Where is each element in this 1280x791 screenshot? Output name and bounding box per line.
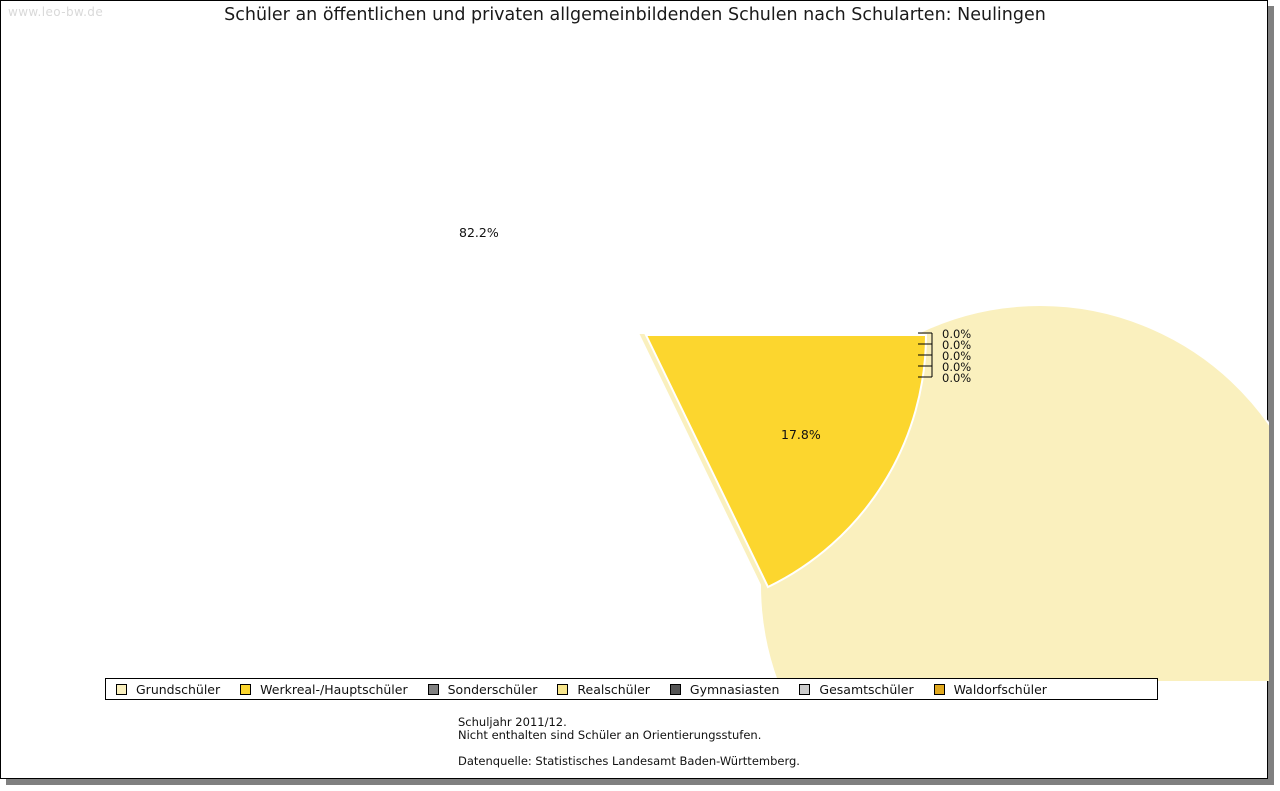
legend-swatch-icon xyxy=(933,683,945,695)
legend-item-gesamtschueler[interactable]: Gesamtschüler xyxy=(789,682,923,697)
footnote-school-year: Schuljahr 2011/12. xyxy=(458,715,567,729)
legend-item-gymnasiasten[interactable]: Gymnasiasten xyxy=(660,682,790,697)
zero-value-leader-lines xyxy=(918,332,933,378)
watermark-leo-bw: www.leo-bw.de xyxy=(8,5,104,19)
legend-item-werkreal-hauptschueler[interactable]: Werkreal-/Hauptschüler xyxy=(230,682,417,697)
pie-label-zero-5: 0.0% xyxy=(942,371,972,385)
pie-label-zero-4: 0.0% xyxy=(942,360,972,374)
legend-label: Realschüler xyxy=(577,681,650,697)
pie-chart-svg xyxy=(636,304,1269,681)
legend-label: Waldorfschüler xyxy=(953,681,1047,697)
legend-item-waldorfschueler[interactable]: Waldorfschüler xyxy=(924,682,1057,697)
legend-swatch-icon xyxy=(240,683,252,695)
footnote-data-source: Datenquelle: Statistisches Landesamt Bad… xyxy=(458,754,800,768)
legend-swatch-icon xyxy=(557,683,569,695)
legend-item-grundschueler[interactable]: Grundschüler xyxy=(106,682,230,697)
pie-label-zero-1: 0.0% xyxy=(942,327,972,341)
legend-item-sonderschueler[interactable]: Sonderschüler xyxy=(418,682,548,697)
pie-label-werkreal-hauptschueler: 17.8% xyxy=(781,427,821,442)
legend-swatch-icon xyxy=(799,683,811,695)
legend-label: Sonderschüler xyxy=(447,681,538,697)
pie-label-zero-2: 0.0% xyxy=(942,338,972,352)
pie-label-grundschueler: 82.2% xyxy=(459,225,499,240)
chart-frame: www.leo-bw.de Schüler an öffentlichen un… xyxy=(0,0,1269,780)
pie-label-zero-3: 0.0% xyxy=(942,349,972,363)
legend-label: Grundschüler xyxy=(136,681,221,697)
legend-label: Werkreal-/Hauptschüler xyxy=(260,681,408,697)
page-title: Schüler an öffentlichen und privaten all… xyxy=(224,5,1046,25)
footnote-exclusion-note: Nicht enthalten sind Schüler an Orientie… xyxy=(458,728,762,742)
legend-item-realschueler[interactable]: Realschüler xyxy=(547,682,659,697)
pie-chart: 82.2% 17.8% 0.0% 0.0% 0.0% 0.0% 0.0% xyxy=(1,1,1269,681)
legend-swatch-icon xyxy=(427,683,439,695)
legend-label: Gesamtschüler xyxy=(819,681,914,697)
chart-canvas: www.leo-bw.de Schüler an öffentlichen un… xyxy=(1,1,1269,780)
legend-label: Gymnasiasten xyxy=(689,681,780,697)
legend-swatch-icon xyxy=(669,683,681,695)
pie-slice-werkreal-hauptschueler[interactable] xyxy=(644,334,928,589)
chart-legend: Grundschüler Werkreal-/Hauptschüler Sond… xyxy=(105,678,1158,700)
legend-swatch-icon xyxy=(116,683,127,695)
